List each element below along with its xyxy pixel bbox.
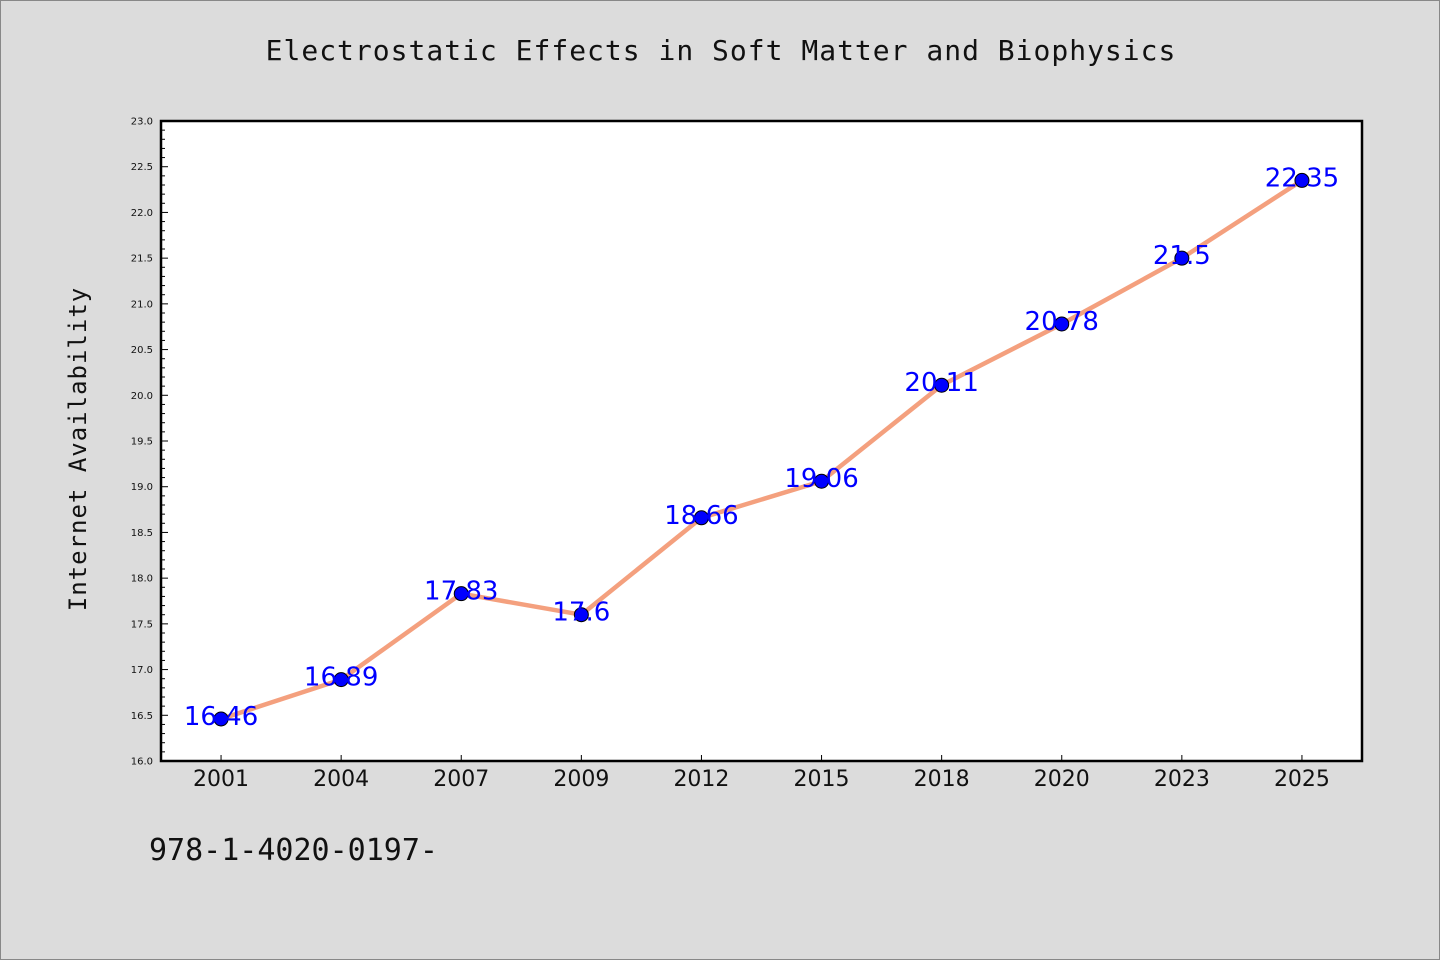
footer-text: 978-1-4020-0197- [149,833,438,868]
y-tick-label: 16.5 [131,711,153,722]
y-tick-label: 21.5 [131,254,153,265]
data-label: 16.46 [184,702,258,732]
data-point [693,510,709,526]
x-tick-label: 2015 [794,767,850,792]
data-point [453,586,469,602]
x-tick-label: 2018 [914,767,970,792]
data-labels: 16.46 16.89 17.83 17.6 18.66 19.06 20.11 20.78 2… [184,163,1339,732]
y-tick-label: 21.0 [131,299,153,310]
data-label: 20.78 [1025,307,1099,337]
x-tick-label: 2023 [1154,767,1210,792]
x-tick-label: 2012 [673,767,729,792]
y-tick-label: 20.0 [131,391,153,402]
data-label: 20.11 [904,368,978,398]
y-tick-label: 19.5 [131,437,153,448]
y-tick-label: 18.0 [131,574,153,585]
y-tick-label: 18.5 [131,528,153,539]
data-label: 17.83 [424,577,498,607]
data-point [213,711,229,727]
y-tick-label: 22.0 [131,208,153,219]
y-tick-label: 16.0 [131,757,153,768]
data-label: 18.66 [664,501,738,531]
x-tick-label: 2007 [433,767,489,792]
data-point [333,672,349,688]
x-tick-label: 2001 [193,767,249,792]
y-tick-label: 19.0 [131,482,153,493]
y-tick-label: 20.5 [131,345,153,356]
data-label: 19.06 [784,464,858,494]
y-axis: 16.0 16.5 17.0 17.5 18.0 18.5 19.0 19.5 20.0 20.5… [131,117,168,768]
x-tick-label: 2004 [313,767,369,792]
data-label: 21.5 [1153,241,1211,271]
x-tick-label: 2020 [1034,767,1090,792]
series-line [220,178,1304,722]
data-point [934,377,950,393]
plot-frame [159,119,1364,763]
data-label: 17.6 [552,598,610,628]
data-point [1174,250,1190,266]
x-tick-label: 2009 [553,767,609,792]
x-tick-label: 2025 [1274,767,1330,792]
data-label: 16.89 [304,663,378,693]
y-tick-label: 22.5 [131,162,153,173]
data-point [814,473,830,489]
y-tick-label: 17.5 [131,619,153,630]
y-tick-label: 17.0 [131,665,153,676]
data-label: 22.35 [1265,163,1339,193]
x-axis: 2001 2004 2007 2009 2012 2015 2018 2020 2023 2025 [193,755,1330,792]
data-point [1054,316,1070,332]
data-point [573,607,589,623]
chart-title: Electrostatic Effects in Soft Matter and… [265,34,1177,67]
y-tick-label: 23.0 [131,117,153,128]
plot-area [161,121,1362,761]
data-point [1294,172,1310,188]
series-markers [213,172,1310,727]
